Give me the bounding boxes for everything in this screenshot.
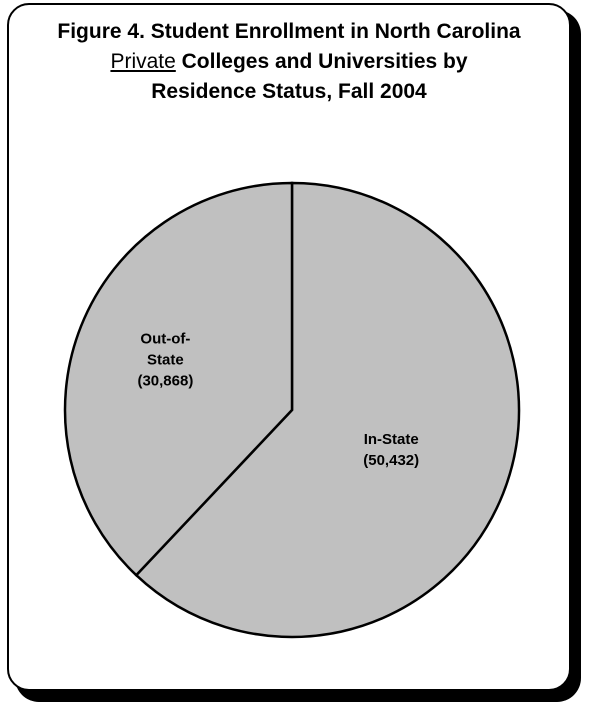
title-line-2-rest: Colleges and Universities by [175, 50, 468, 73]
pie-slice-label-line: In-State [364, 431, 419, 448]
pie-slice-label-line: (50,432) [363, 452, 419, 469]
pie-labels: In-State (50,432) Out-of- State (30,868) [137, 331, 419, 469]
chart-title: Figure 4. Student Enrollment in North Ca… [7, 17, 571, 107]
pie-slice-label-0: In-State (50,432) [363, 431, 419, 469]
pie-slices [63, 181, 521, 639]
title-line-1: Figure 4. Student Enrollment in North Ca… [57, 20, 521, 43]
pie-slice-label-line: State [147, 352, 184, 369]
pie-slice-0 [134, 181, 521, 639]
pie-slice-label-1: Out-of- State (30,868) [137, 331, 193, 390]
title-underlined-word: Private [110, 50, 176, 73]
pie-slice-label-line: (30,868) [137, 373, 193, 390]
pie-slice-1 [63, 181, 294, 577]
title-line-3: Residence Status, Fall 2004 [151, 80, 427, 103]
pie-slice-label-line: Out-of- [140, 331, 190, 348]
